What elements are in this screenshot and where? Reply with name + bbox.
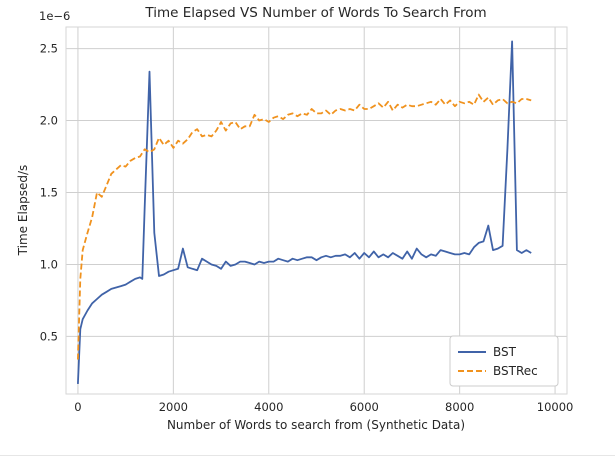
x-tick-label: 8000 (445, 400, 474, 414)
y-axis-label: Time Elapsed/s (16, 165, 30, 257)
y-scale-label: 1e−6 (39, 9, 70, 23)
grid (66, 27, 567, 394)
legend-label-bstrec: BSTRec (493, 364, 538, 378)
x-tick-label: 4000 (254, 400, 283, 414)
series-line-bstrec (77, 93, 532, 360)
series-layer (77, 40, 532, 384)
legend-box (449, 335, 559, 387)
y-tick-label: 2.5 (40, 42, 58, 56)
bottom-divider (0, 455, 615, 456)
y-tick-label: 1.5 (40, 186, 58, 200)
plot-frame (65, 26, 568, 395)
x-axis-label: Number of Words to search from (Syntheti… (167, 418, 465, 432)
y-tick-label: 0.5 (40, 329, 58, 343)
y-tick-label: 1.0 (40, 257, 58, 271)
legend-label-bst: BST (493, 345, 517, 359)
legend: BST BSTRec (449, 335, 559, 387)
tick-labels: 0 2000 4000 6000 8000 10000 0.5 1.0 1.5 2.0 2.5 (40, 42, 574, 414)
series-line-bst (77, 40, 532, 384)
y-tick-label: 2.0 (40, 114, 58, 128)
x-tick-label: 2000 (159, 400, 188, 414)
x-tick-label: 10000 (537, 400, 574, 414)
chart-title: Time Elapsed VS Number of Words To Searc… (144, 5, 486, 21)
x-tick-label: 0 (74, 400, 81, 414)
x-tick-label: 6000 (350, 400, 379, 414)
